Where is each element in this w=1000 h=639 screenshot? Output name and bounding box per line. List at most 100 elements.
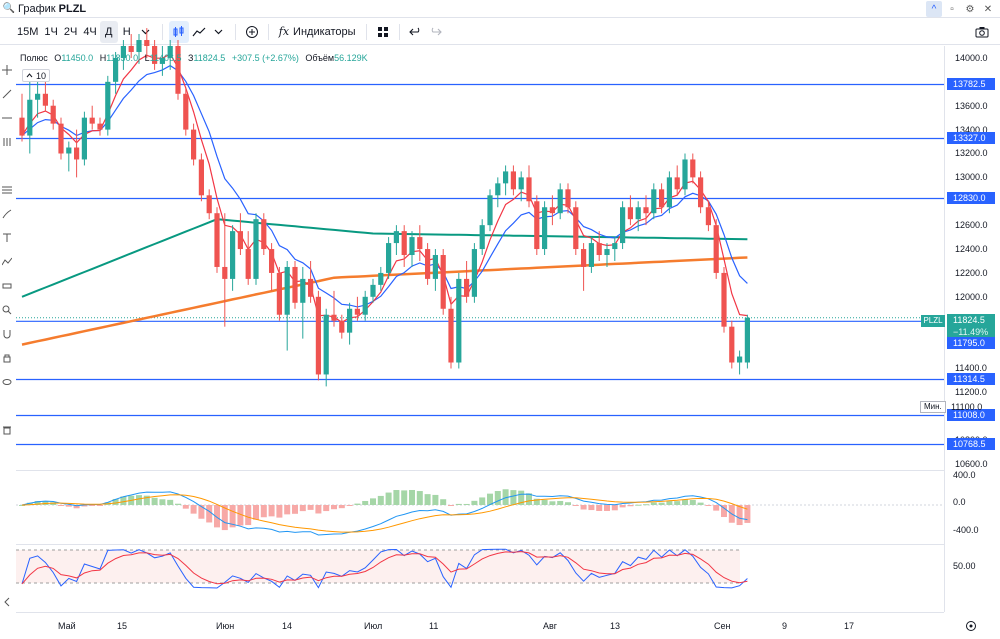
timeframe-2h[interactable]: 2Ч	[63, 25, 78, 38]
timeframe-day[interactable]: Д	[99, 20, 118, 43]
macd-histogram-bar	[346, 505, 353, 506]
legend-change: +307.5 (+2.67%)	[231, 53, 299, 63]
macd-histogram-bar	[159, 499, 166, 505]
timeframe-4h[interactable]: 4Ч	[83, 25, 97, 38]
close-icon[interactable]: ✕	[983, 3, 993, 15]
collapse-sidebar-icon[interactable]	[1, 596, 13, 608]
line-chart-icon[interactable]	[189, 21, 209, 43]
pitchfork-icon[interactable]	[1, 136, 13, 148]
macd-line	[21, 491, 748, 536]
macd-histogram-bar	[479, 497, 486, 505]
min-tag: Мин.	[920, 401, 946, 413]
candle-body	[674, 177, 680, 190]
macd-histogram-bar	[455, 503, 462, 505]
lock-icon[interactable]	[1, 352, 13, 364]
legend-close: 11824.5	[193, 53, 226, 63]
last-price-value: 11824.5	[953, 315, 985, 325]
candle-body	[66, 147, 72, 154]
volume-indicator-badge[interactable]: 10	[22, 69, 51, 82]
macd-histogram-bar	[526, 493, 532, 505]
macd-histogram-bar	[713, 505, 720, 511]
restore-icon[interactable]: ▫	[950, 3, 954, 15]
candle-body	[721, 272, 727, 327]
add-compare-icon[interactable]	[242, 21, 262, 43]
text-tool-icon[interactable]	[1, 232, 13, 244]
macd-histogram-bar	[424, 494, 431, 505]
candle-body	[354, 308, 360, 315]
volume-badge-value: 10	[36, 70, 47, 81]
candle-body	[659, 189, 665, 208]
macd-histogram-bar	[167, 499, 174, 505]
candle-body	[495, 183, 501, 196]
toolbar-separator	[365, 23, 367, 40]
line-level-label: 11795.0	[947, 337, 995, 349]
timeframe-1h[interactable]: 1Ч	[44, 25, 58, 38]
level-price-label: 12830.0	[947, 192, 995, 204]
candle-body	[50, 105, 56, 124]
macd-signal-line	[21, 494, 748, 533]
search-icon[interactable]: 🔍	[2, 3, 16, 14]
timeframe-15m[interactable]: 15M	[17, 25, 39, 38]
price-axis-tick: 13400.0	[955, 124, 988, 135]
macd-histogram-bar	[705, 505, 712, 506]
price-axis-tick: 11400.0	[955, 363, 987, 374]
crosshair-icon[interactable]	[1, 64, 13, 76]
macd-histogram-bar	[190, 505, 197, 514]
macd-histogram-bar	[284, 505, 291, 515]
candle-body	[175, 46, 181, 94]
candle-body	[27, 99, 33, 136]
timezone-settings-icon[interactable]	[965, 620, 977, 635]
chart-type-chevron-icon[interactable]	[209, 21, 229, 43]
legend-close-label: З	[188, 53, 194, 63]
eye-icon[interactable]	[1, 376, 13, 388]
horizontal-line-icon[interactable]	[1, 112, 13, 124]
candle-body	[198, 159, 204, 196]
trend-line-icon[interactable]	[1, 88, 13, 100]
legend-low-label: L	[144, 53, 150, 63]
collapse-icon[interactable]: ^	[926, 1, 942, 17]
macd-histogram-bar	[689, 500, 696, 505]
candle-body	[253, 219, 259, 279]
macd-histogram-bar	[175, 503, 181, 505]
measure-icon[interactable]	[1, 280, 13, 292]
macd-histogram-bar	[89, 505, 96, 506]
macd-histogram-bar	[721, 505, 727, 518]
settings-icon[interactable]: ⚙	[965, 3, 975, 15]
zoom-icon[interactable]	[1, 304, 13, 316]
candle-body	[557, 189, 563, 214]
macd-histogram-bar	[409, 489, 415, 505]
macd-histogram-bar	[26, 502, 33, 505]
pattern-icon[interactable]	[1, 256, 13, 268]
magnet-icon[interactable]	[1, 328, 13, 340]
trash-icon[interactable]	[1, 424, 13, 436]
macd-histogram-bar	[619, 505, 626, 508]
last-price-label: 11824.5 −11.49%	[947, 314, 995, 340]
price-axis-tick: 12600.0	[955, 220, 988, 231]
candle-body	[331, 314, 337, 321]
candle-body	[315, 296, 321, 375]
candle-body	[19, 117, 25, 136]
candle-body	[323, 314, 329, 375]
macd-histogram-bar	[502, 489, 509, 505]
timeframe-week[interactable]: Н	[122, 25, 131, 38]
candles-icon[interactable]	[168, 20, 189, 43]
macd-histogram-bar	[549, 501, 556, 505]
candle-body	[237, 231, 243, 250]
candle-body	[682, 159, 688, 190]
macd-histogram-bar	[370, 498, 376, 505]
stoch-k-line	[21, 548, 748, 589]
fib-retracement-icon[interactable]	[1, 184, 13, 196]
ema-blue-line	[21, 64, 748, 308]
redo-icon[interactable]	[426, 21, 446, 43]
timeframe-dropdown-chevron-icon[interactable]	[136, 21, 156, 43]
candle-body	[159, 57, 165, 64]
brush-icon[interactable]	[1, 208, 13, 220]
screenshot-camera-icon[interactable]	[972, 21, 992, 43]
macd-histogram-bar	[182, 505, 189, 509]
layouts-grid-icon[interactable]	[373, 21, 393, 43]
indicators-button[interactable]: fx Индикаторы	[275, 21, 360, 43]
price-axis-tick: 13200.0	[955, 148, 988, 159]
legend-high: 11850.0	[106, 53, 139, 63]
undo-icon[interactable]	[406, 21, 426, 43]
